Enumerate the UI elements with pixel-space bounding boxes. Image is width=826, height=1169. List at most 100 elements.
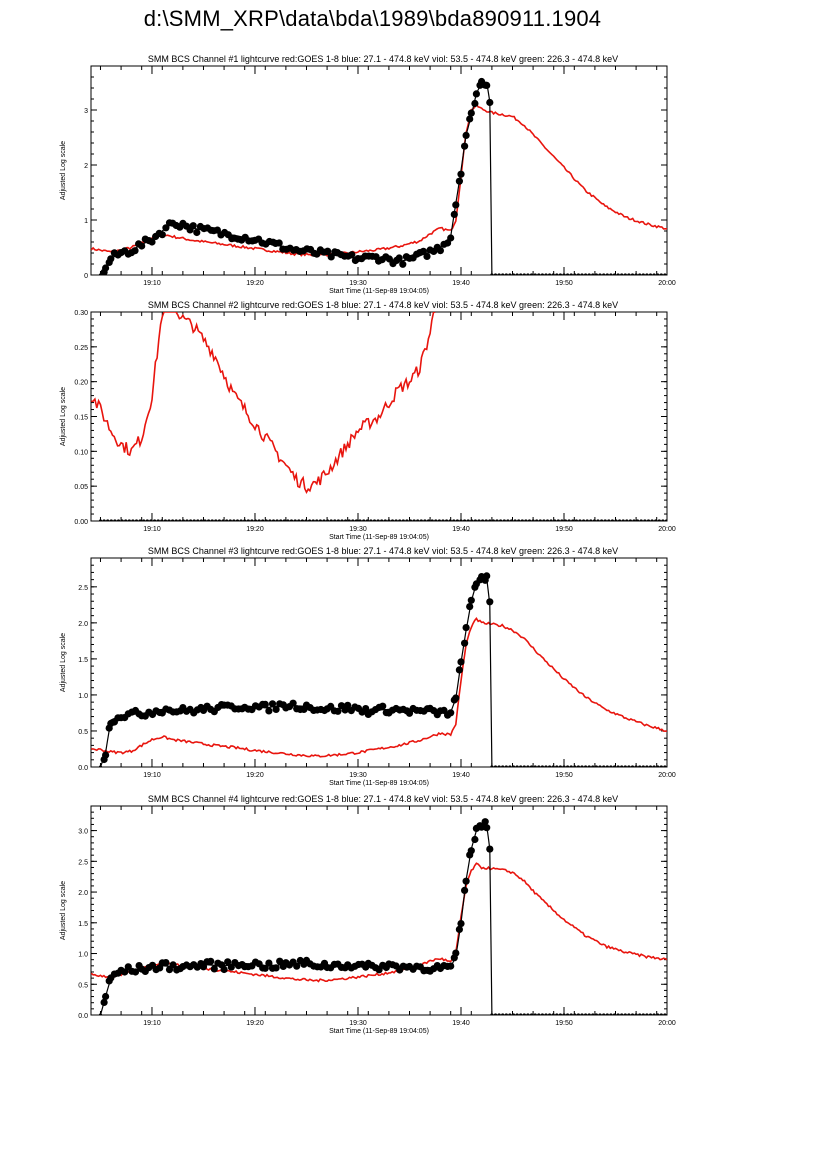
bcs-data-point	[207, 519, 211, 521]
goes-series-line	[91, 617, 667, 758]
bcs-data-point	[574, 519, 578, 521]
bcs-data-point	[582, 519, 586, 521]
x-axis-label: Start Time (11-Sep-89 19:04:05)	[329, 780, 429, 787]
bcs-data-point	[616, 1013, 620, 1015]
bcs-data-point	[450, 210, 458, 218]
bcs-data-point	[567, 519, 571, 521]
bcs-data-point	[553, 519, 557, 521]
x-tick-label: 19:50	[555, 772, 573, 779]
bcs-data-point	[580, 273, 584, 275]
bcs-data-point	[462, 131, 470, 139]
bcs-data-point	[529, 273, 534, 275]
bcs-data-point	[645, 273, 649, 275]
y-tick-label: 1	[84, 218, 88, 225]
bcs-data-point	[189, 222, 197, 230]
bcs-data-point	[398, 519, 402, 521]
bcs-data-point	[472, 90, 480, 98]
bcs-data-point	[657, 519, 661, 521]
bcs-data-point	[434, 519, 438, 521]
bcs-data-point	[630, 273, 635, 275]
bcs-data-point	[134, 519, 139, 521]
bcs-data-point	[113, 519, 117, 521]
x-tick-label: 19:40	[452, 526, 470, 533]
bcs-data-point	[181, 519, 185, 521]
bcs-data-point	[544, 273, 548, 275]
bcs-data-point	[551, 1013, 555, 1015]
bcs-data-point	[654, 519, 658, 521]
bcs-data-point	[537, 273, 541, 275]
bcs-data-point	[537, 1013, 541, 1015]
bcs-data-point	[598, 1013, 602, 1015]
bcs-data-point	[272, 705, 280, 713]
bcs-data-point	[562, 1013, 566, 1015]
bcs-data-point	[627, 1013, 631, 1015]
bcs-data-point	[609, 273, 613, 275]
bcs-data-point	[508, 1013, 512, 1015]
bcs-data-point	[641, 1013, 645, 1015]
bcs-data-point	[483, 81, 491, 89]
bcs-data-point	[594, 1013, 598, 1015]
bcs-data-point	[214, 519, 218, 521]
y-tick-label: 1.0	[78, 952, 88, 959]
bcs-data-point	[623, 765, 627, 767]
bcs-data-point	[372, 519, 377, 521]
plot-frame	[90, 805, 668, 1016]
bcs-data-point	[239, 519, 243, 521]
bcs-data-point	[540, 273, 544, 275]
bcs-data-point	[193, 228, 201, 237]
bcs-data-point	[639, 519, 643, 521]
bcs-data-point	[580, 765, 584, 767]
bcs-data-point	[584, 765, 588, 767]
bcs-data-point	[490, 765, 494, 767]
bcs-data-point	[221, 519, 225, 521]
bcs-data-point	[365, 519, 369, 521]
bcs-data-point	[351, 519, 355, 521]
bcs-data-point	[264, 519, 268, 521]
bcs-data-point	[522, 273, 526, 275]
bcs-data-point	[592, 519, 596, 521]
bcs-data-point	[289, 519, 294, 521]
bcs-data-point	[348, 251, 356, 259]
bcs-data-point	[354, 519, 358, 521]
bcs-data-point	[437, 519, 441, 521]
bcs-data-point	[225, 519, 229, 521]
bcs-data-point	[265, 707, 273, 715]
bcs-data-point	[641, 765, 645, 767]
series-group	[91, 77, 667, 275]
bcs-data-point	[199, 963, 208, 971]
x-tick-label: 20:00	[658, 1020, 676, 1027]
y-tick-label: 0.5	[78, 729, 88, 736]
x-axis-label: Start Time (11-Sep-89 19:04:05)	[329, 288, 429, 295]
bcs-data-point	[616, 765, 620, 767]
bcs-data-point	[471, 99, 479, 108]
x-tick-label: 20:00	[658, 526, 676, 533]
bcs-data-point	[555, 273, 559, 275]
bcs-data-point	[531, 519, 535, 521]
bcs-data-point	[171, 519, 175, 521]
series-group	[91, 572, 667, 767]
bcs-data-point	[618, 519, 622, 521]
bcs-data-point	[401, 519, 405, 521]
chart-title: SMM BCS Channel #3 lightcurve red:GOES 1…	[148, 546, 618, 556]
bcs-data-point	[558, 273, 562, 275]
bcs-data-point	[162, 959, 170, 967]
y-tick-label: 2.5	[78, 859, 88, 866]
bcs-data-point	[486, 845, 494, 853]
bcs-data-point	[609, 765, 613, 767]
bcs-data-point	[178, 519, 182, 521]
bcs-data-point	[555, 1013, 559, 1015]
bcs-data-point	[461, 886, 469, 894]
bcs-data-point	[308, 519, 312, 521]
bcs-data-point	[447, 234, 455, 242]
bcs-data-point	[156, 519, 160, 521]
bcs-data-point	[473, 519, 477, 521]
bcs-data-point	[261, 700, 269, 708]
bcs-data-point	[659, 1013, 663, 1015]
bcs-data-point	[419, 247, 427, 255]
bcs-data-point	[566, 1013, 570, 1015]
y-tick-label: 1.5	[78, 657, 88, 664]
x-tick-label: 19:50	[555, 526, 573, 533]
bcs-data-point	[634, 1013, 638, 1015]
y-tick-label: 0.15	[74, 415, 88, 422]
bcs-data-point	[656, 765, 660, 767]
